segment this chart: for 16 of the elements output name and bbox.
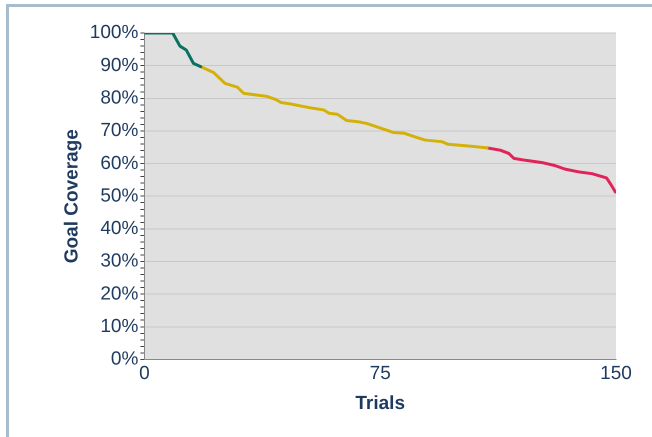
x-tick-label: 0	[139, 363, 150, 384]
y-tick-label: 20%	[100, 283, 138, 304]
y-tick-label: 100%	[90, 22, 138, 44]
y-tick-label: 80%	[100, 88, 138, 109]
y-tick-label: 50%	[100, 185, 138, 206]
y-tick-label: 70%	[100, 120, 138, 142]
y-tick-label: 90%	[100, 54, 138, 76]
x-tick-label: 150	[600, 363, 632, 384]
y-tick-label: 60%	[100, 152, 138, 174]
y-tick-label: 40%	[100, 218, 138, 240]
y-axis-title: Goal Coverage	[62, 129, 83, 264]
x-tick-label: 75	[370, 363, 391, 384]
x-axis-title: Trials	[355, 392, 406, 414]
y-tick-label: 10%	[100, 316, 138, 337]
y-tick-label: 30%	[100, 250, 138, 272]
y-tick-label: 0%	[110, 348, 138, 370]
